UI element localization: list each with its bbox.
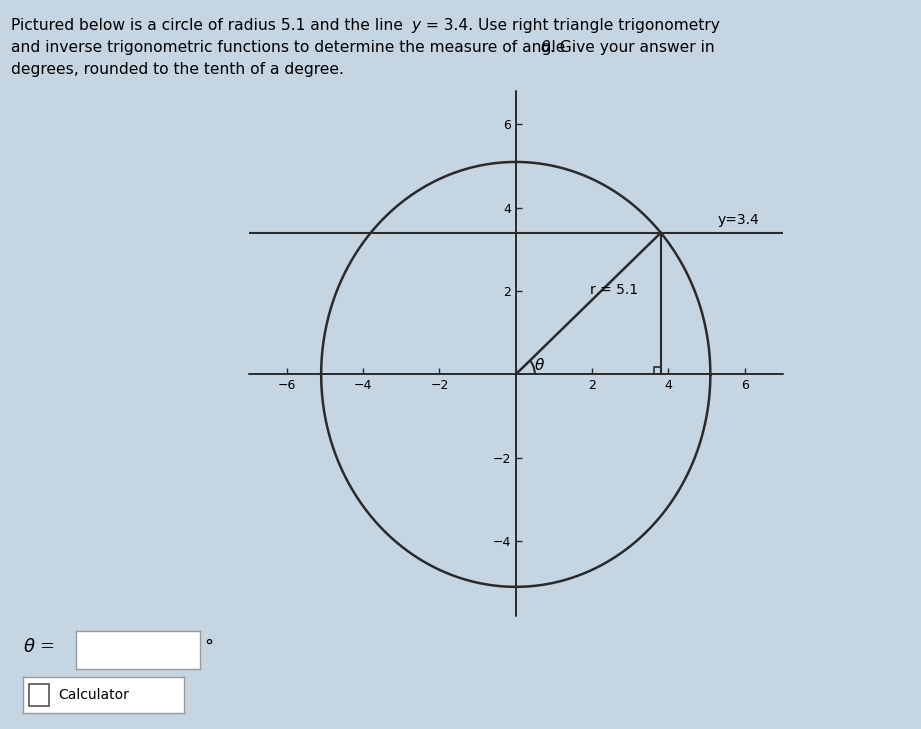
Text: $\theta$ =: $\theta$ = xyxy=(23,638,55,655)
Text: degrees, rounded to the tenth of a degree.: degrees, rounded to the tenth of a degre… xyxy=(11,62,344,77)
Text: . Give your answer in: . Give your answer in xyxy=(550,40,715,55)
Text: y=3.4: y=3.4 xyxy=(718,213,760,227)
Text: y: y xyxy=(412,18,421,34)
Bar xyxy=(29,684,49,706)
Text: θ: θ xyxy=(541,40,550,55)
Text: °: ° xyxy=(204,638,214,655)
Text: = 3.4. Use right triangle trigonometry: = 3.4. Use right triangle trigonometry xyxy=(421,18,720,34)
Text: Pictured below is a circle of radius 5.1 and the line: Pictured below is a circle of radius 5.1… xyxy=(11,18,408,34)
Text: θ: θ xyxy=(535,358,544,373)
Text: Calculator: Calculator xyxy=(59,687,129,702)
Text: r = 5.1: r = 5.1 xyxy=(590,284,638,297)
Text: and inverse trigonometric functions to determine the measure of angle: and inverse trigonometric functions to d… xyxy=(11,40,576,55)
